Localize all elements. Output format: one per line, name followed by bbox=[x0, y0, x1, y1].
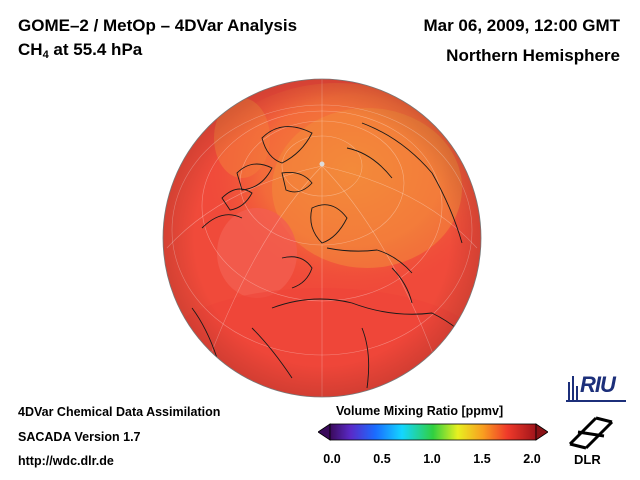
globe-map bbox=[162, 78, 482, 398]
colorbar-tick: 1.0 bbox=[423, 452, 441, 466]
colorbar-tick: 1.5 bbox=[473, 452, 491, 466]
footer-version: SACADA Version 1.7 bbox=[18, 430, 141, 444]
riu-logo-icon bbox=[566, 376, 626, 402]
colorbar-tick: 0.0 bbox=[323, 452, 341, 466]
colorbar bbox=[318, 423, 548, 441]
footer-url: http://wdc.dlr.de bbox=[18, 454, 114, 468]
riu-logo-text: RIU bbox=[580, 372, 616, 397]
colorbar-max-arrow bbox=[535, 423, 548, 441]
dlr-logo-icon bbox=[568, 416, 614, 450]
colorbar-min-arrow bbox=[318, 423, 331, 441]
colorbar-title: Volume Mixing Ratio [ppmv] bbox=[336, 404, 504, 418]
species-label: CH4 at 55.4 hPa bbox=[18, 40, 143, 61]
dlr-logo-text: DLR bbox=[574, 452, 601, 467]
colorbar-tick: 2.0 bbox=[523, 452, 541, 466]
colorbar-tick: 0.5 bbox=[373, 452, 391, 466]
region-label: Northern Hemisphere bbox=[446, 46, 620, 65]
map-title: GOME–2 / MetOp – 4DVar Analysis bbox=[18, 16, 298, 35]
date-label: Mar 06, 2009, 12:00 GMT bbox=[423, 16, 620, 35]
footer-method: 4DVar Chemical Data Assimilation bbox=[18, 405, 221, 419]
